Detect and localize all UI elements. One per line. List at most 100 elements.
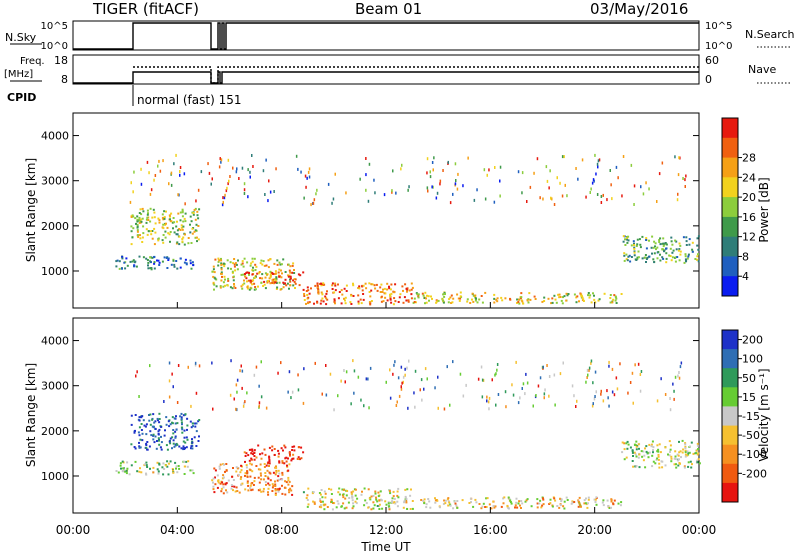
velocity-echo-cell xyxy=(378,508,381,510)
power-echo-cell xyxy=(582,298,585,301)
power-echo-cell xyxy=(220,266,223,269)
velocity-echo-cell xyxy=(230,484,233,487)
nave-tick-top: 60 xyxy=(705,54,719,67)
power-echo-cell xyxy=(562,296,564,299)
power-echo-cell xyxy=(588,296,591,299)
power-echo-cell xyxy=(469,302,472,304)
power-echo-cell xyxy=(173,263,176,266)
velocity-echo-cell xyxy=(139,446,142,449)
power-echo-cell xyxy=(192,212,195,214)
velocity-echo-cell xyxy=(548,503,551,505)
power-echo-cell xyxy=(646,256,649,259)
power-echo-cell xyxy=(665,252,668,255)
power-echo-cell xyxy=(129,200,132,204)
power-echo-cell xyxy=(551,297,554,300)
velocity-echo-cell xyxy=(168,395,171,399)
velocity-echo-cell xyxy=(434,501,437,504)
power-echo-cell xyxy=(220,263,223,266)
velocity-echo-cell xyxy=(627,391,629,395)
velocity-echo-cell xyxy=(190,447,192,450)
power-echo-cell xyxy=(557,293,560,296)
velocity-echo-cell xyxy=(232,467,234,469)
power-echo-cell xyxy=(672,249,675,252)
power-echo-cell xyxy=(282,281,285,284)
velocity-echo-cell xyxy=(656,444,659,447)
velocity-echo-cell xyxy=(130,443,133,446)
velocity-echo-cell xyxy=(235,407,237,411)
velocity-echo-cell xyxy=(352,502,355,505)
velocity-echo-cell xyxy=(239,471,242,474)
velocity-echo-cell xyxy=(268,465,270,467)
power-echo-cell xyxy=(526,299,529,302)
velocity-echo-cell xyxy=(563,507,566,510)
power-echo-cell xyxy=(576,295,579,298)
power-echo-cell xyxy=(521,300,524,303)
velocity-echo-cell xyxy=(289,454,291,457)
velocity-echo-cell xyxy=(149,430,152,433)
power-echo-cell xyxy=(306,286,309,289)
power-echo-cell xyxy=(350,294,353,297)
power-echo-cell xyxy=(345,290,348,292)
power-echo-cell xyxy=(153,262,156,265)
velocity-echo-cell xyxy=(268,484,271,487)
power-echo-cell xyxy=(428,299,430,302)
velocity-echo-cell xyxy=(644,466,647,469)
power-echo-cell xyxy=(134,217,137,220)
velocity-echo-cell xyxy=(446,365,448,369)
power-echo-cell xyxy=(136,223,139,226)
power-echo-cell xyxy=(645,239,648,241)
power-echo-cell xyxy=(592,292,594,295)
power-echo-cell xyxy=(192,264,195,267)
velocity-echo-cell xyxy=(133,446,136,448)
velocity-echo-cell xyxy=(268,462,271,465)
velocity-echo-cell xyxy=(505,405,507,409)
power-echo-cell xyxy=(389,293,391,296)
power-echo-cell xyxy=(612,298,615,301)
power-echo-cell xyxy=(308,292,311,295)
power-echo-cell xyxy=(321,282,323,285)
velocity-echo-cell xyxy=(610,500,613,503)
power-echo-cell xyxy=(474,295,477,298)
velocity-echo-cell xyxy=(248,459,251,462)
velocity-echo-cell xyxy=(340,379,342,383)
velocity-echo-cell xyxy=(388,508,391,511)
power-echo-cell xyxy=(179,166,182,169)
power-echo-cell xyxy=(212,265,215,268)
power-echo-cell xyxy=(133,265,135,268)
velocity-echo-cell xyxy=(164,464,167,467)
power-echo-cell xyxy=(587,292,590,294)
velocity-echo-cell xyxy=(291,449,294,451)
velocity-echo-cell xyxy=(446,498,449,501)
power-echo-cell xyxy=(147,212,149,215)
velocity-echo-cell xyxy=(291,445,294,448)
power-echo-cell xyxy=(289,275,292,278)
velocity-echo-cell xyxy=(490,507,493,510)
power-echo-cell xyxy=(439,182,441,186)
velocity-echo-cell xyxy=(292,453,295,456)
power-echo-cell xyxy=(179,170,181,173)
velocity-echo-cell xyxy=(175,467,177,470)
velocity-echo-cell xyxy=(126,461,129,464)
velocity-echo-cell xyxy=(318,492,321,494)
power-echo-cell xyxy=(362,293,365,295)
power-echo-cell xyxy=(177,193,179,197)
velocity-echo-cell xyxy=(687,465,690,468)
power-echo-cell xyxy=(261,277,264,280)
power-echo-cell xyxy=(331,201,333,205)
power-echo-cell xyxy=(173,221,176,224)
velocity-echo-cell xyxy=(389,396,392,400)
velocity-echo-cell xyxy=(675,463,677,466)
power-echo-cell xyxy=(474,294,477,297)
power-echo-cell xyxy=(338,291,341,293)
velocity-echo-cell xyxy=(337,491,340,494)
velocity-echo-cell xyxy=(343,507,346,510)
power-echo-cell xyxy=(244,273,246,275)
power-echo-cell xyxy=(626,236,629,239)
velocity-echo-cell xyxy=(404,373,406,377)
velocity-echo-cell xyxy=(411,500,414,502)
velocity-echo-cell xyxy=(507,496,510,499)
power-echo-cell xyxy=(173,231,176,234)
power-echo-cell xyxy=(198,208,201,211)
velocity-echo-cell xyxy=(297,388,300,392)
power-echo-cell xyxy=(326,290,328,293)
